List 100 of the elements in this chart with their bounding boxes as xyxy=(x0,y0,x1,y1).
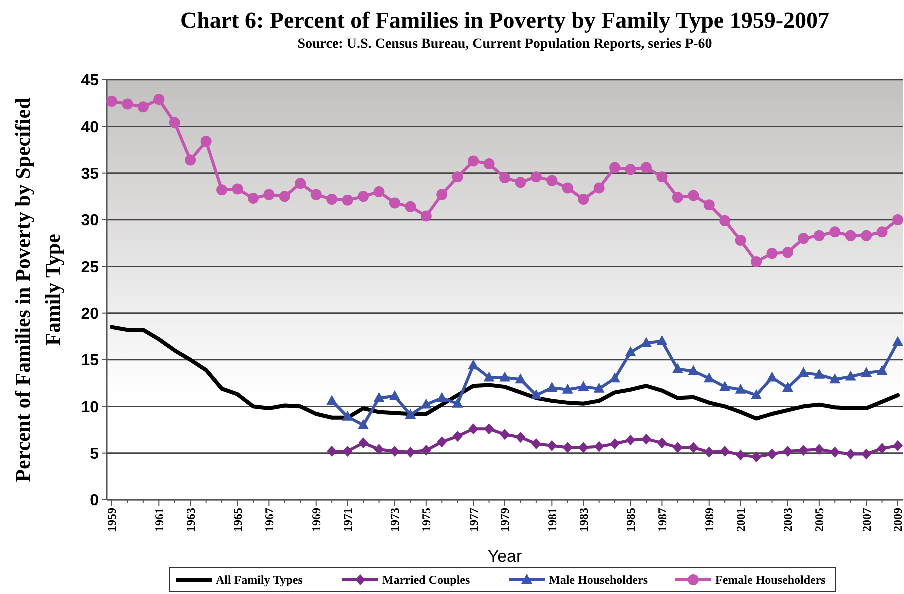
legend-label: Male Householders xyxy=(549,573,648,588)
x-tick-label: 1969 xyxy=(310,508,324,532)
x-tick-label: 2003 xyxy=(781,508,796,532)
point xyxy=(484,158,495,170)
point xyxy=(688,190,700,202)
point xyxy=(546,175,558,186)
point xyxy=(798,445,809,456)
point xyxy=(374,444,384,456)
point xyxy=(452,172,464,183)
point xyxy=(374,186,385,198)
point xyxy=(500,429,510,440)
x-tick-label: 1977 xyxy=(466,508,481,532)
point xyxy=(751,256,762,268)
point xyxy=(342,194,354,206)
point xyxy=(295,178,306,190)
point xyxy=(389,390,400,400)
x-tick-label: 1985 xyxy=(624,508,638,532)
point xyxy=(122,98,134,110)
point xyxy=(830,226,841,238)
point xyxy=(751,389,762,400)
point xyxy=(310,189,322,200)
point xyxy=(468,424,479,435)
point xyxy=(861,367,872,378)
point xyxy=(562,182,574,194)
x-tick-label: 1983 xyxy=(576,508,591,532)
point xyxy=(562,384,574,394)
point xyxy=(216,184,228,196)
x-tick-label: 2009 xyxy=(891,508,904,532)
x-tick-label: 1971 xyxy=(341,508,355,532)
point xyxy=(531,438,542,450)
point xyxy=(248,193,259,204)
point xyxy=(656,335,668,346)
point xyxy=(578,381,590,392)
chart-subtitle: Source: U.S. Census Bureau, Current Population Reports, series P-60 xyxy=(298,37,712,52)
point xyxy=(468,360,480,370)
point xyxy=(720,381,731,392)
point xyxy=(594,382,605,393)
point xyxy=(846,448,856,460)
point xyxy=(640,162,652,174)
point xyxy=(327,446,338,457)
point xyxy=(892,214,904,226)
point xyxy=(530,172,542,183)
point xyxy=(625,164,636,176)
point xyxy=(845,230,856,242)
point xyxy=(468,156,480,167)
point xyxy=(752,452,762,463)
point xyxy=(626,434,636,446)
point xyxy=(892,336,904,346)
point xyxy=(515,374,526,384)
point xyxy=(515,177,526,188)
x-tick-label: 1979 xyxy=(498,508,512,532)
point xyxy=(814,230,825,242)
x-tick-label: 1963 xyxy=(184,508,198,532)
point xyxy=(610,162,621,174)
x-tick-label: 1981 xyxy=(545,508,560,532)
point xyxy=(766,372,778,382)
point xyxy=(876,226,888,238)
x-tick-label: 1975 xyxy=(420,508,434,532)
chart-title: Chart 6: Percent of Families in Poverty by Family Type 1959-2007 xyxy=(180,8,830,33)
y-tick-label: 5 xyxy=(90,446,100,463)
point xyxy=(358,438,369,449)
point xyxy=(500,372,510,382)
point xyxy=(452,431,463,442)
point xyxy=(782,446,793,457)
point xyxy=(594,182,605,194)
x-tick-label: 2001 xyxy=(734,508,748,532)
x-tick-label: 1959 xyxy=(105,508,120,532)
point xyxy=(641,434,652,445)
point xyxy=(437,436,448,448)
point xyxy=(389,198,400,209)
point xyxy=(862,448,872,460)
y-tick-label: 45 xyxy=(81,72,100,90)
point xyxy=(720,446,730,457)
point xyxy=(452,398,464,408)
y-tick-label: 30 xyxy=(81,212,100,230)
point xyxy=(798,367,810,378)
point xyxy=(546,382,558,392)
y-tick-label: 20 xyxy=(81,306,100,323)
point xyxy=(830,446,840,458)
y-tick-label: 25 xyxy=(81,259,100,276)
x-tick-label: 2005 xyxy=(812,508,827,532)
y-tick-label: 35 xyxy=(81,166,100,183)
point xyxy=(500,172,510,184)
point xyxy=(138,102,149,113)
point xyxy=(798,233,810,244)
point xyxy=(594,441,604,452)
point xyxy=(530,389,542,400)
point xyxy=(436,392,448,402)
point xyxy=(106,96,118,107)
x-tick-label: 1989 xyxy=(702,508,717,532)
point xyxy=(640,337,652,348)
point xyxy=(405,201,416,212)
x-tick-label: 1961 xyxy=(152,508,166,532)
y-tick-label: 15 xyxy=(81,352,100,370)
point xyxy=(720,215,731,226)
point xyxy=(656,172,668,183)
point xyxy=(169,117,180,128)
x-tick-label: 1987 xyxy=(655,508,670,532)
point xyxy=(845,370,856,381)
point xyxy=(814,368,825,379)
